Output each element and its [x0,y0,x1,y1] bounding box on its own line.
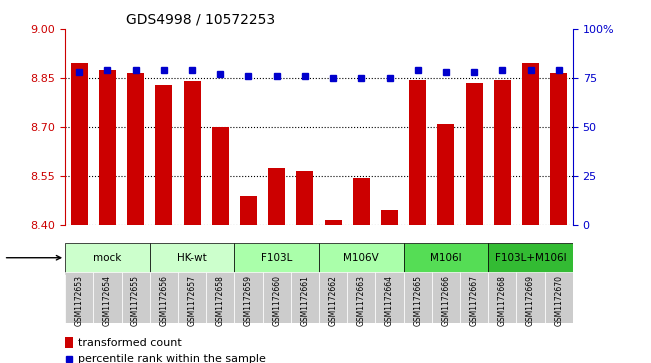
FancyBboxPatch shape [319,243,404,274]
Bar [184,81,201,225]
FancyBboxPatch shape [65,272,93,323]
FancyBboxPatch shape [178,272,206,323]
Text: GSM1172668: GSM1172668 [498,275,507,326]
Text: GDS4998 / 10572253: GDS4998 / 10572253 [126,12,275,26]
FancyBboxPatch shape [460,272,488,323]
Bar [99,70,116,225]
Text: GSM1172665: GSM1172665 [413,275,422,326]
Bar [409,79,426,225]
Text: percentile rank within the sample: percentile rank within the sample [78,354,266,363]
FancyBboxPatch shape [93,272,122,323]
FancyBboxPatch shape [262,272,291,323]
Text: GSM1172667: GSM1172667 [469,275,478,326]
FancyBboxPatch shape [545,272,573,323]
Bar [240,196,257,225]
Text: GSM1172656: GSM1172656 [159,275,169,326]
FancyBboxPatch shape [65,243,150,274]
FancyBboxPatch shape [291,272,319,323]
Text: GSM1172660: GSM1172660 [272,275,281,326]
Text: GSM1172669: GSM1172669 [526,275,535,326]
Bar [465,83,482,225]
Text: F103L+M106I: F103L+M106I [495,253,566,263]
Bar [212,127,229,225]
Text: infection: infection [0,253,61,263]
FancyBboxPatch shape [319,272,347,323]
Text: GSM1172670: GSM1172670 [554,275,563,326]
FancyBboxPatch shape [206,272,234,323]
Text: GSM1172658: GSM1172658 [215,275,225,326]
Text: F103L: F103L [261,253,292,263]
FancyBboxPatch shape [488,272,516,323]
FancyBboxPatch shape [122,272,150,323]
FancyBboxPatch shape [404,243,488,274]
Text: GSM1172654: GSM1172654 [103,275,112,326]
Text: GSM1172659: GSM1172659 [244,275,253,326]
Bar [268,168,285,225]
Text: GSM1172661: GSM1172661 [300,275,309,326]
Text: GSM1172662: GSM1172662 [329,275,338,326]
Bar [325,220,342,225]
Text: M106V: M106V [344,253,379,263]
FancyBboxPatch shape [234,272,262,323]
Text: mock: mock [93,253,122,263]
FancyBboxPatch shape [488,243,573,274]
FancyBboxPatch shape [150,243,234,274]
Text: M106I: M106I [430,253,462,263]
Text: GSM1172653: GSM1172653 [75,275,84,326]
Bar [65,337,73,348]
Bar [353,178,370,225]
FancyBboxPatch shape [376,272,404,323]
Bar [522,64,539,225]
Text: GSM1172663: GSM1172663 [357,275,366,326]
Text: GSM1172655: GSM1172655 [131,275,140,326]
Bar [494,79,511,225]
Bar [381,210,398,225]
Bar [127,73,144,225]
FancyBboxPatch shape [234,243,319,274]
FancyBboxPatch shape [150,272,178,323]
Bar [550,73,567,225]
Bar [296,171,313,225]
Text: GSM1172664: GSM1172664 [385,275,394,326]
Text: HK-wt: HK-wt [177,253,207,263]
FancyBboxPatch shape [516,272,545,323]
FancyBboxPatch shape [432,272,460,323]
Bar [437,124,454,225]
FancyBboxPatch shape [404,272,432,323]
Bar [71,64,88,225]
Bar [156,85,173,225]
Text: GSM1172657: GSM1172657 [187,275,197,326]
FancyBboxPatch shape [347,272,376,323]
Text: GSM1172666: GSM1172666 [441,275,450,326]
Text: transformed count: transformed count [78,338,182,348]
